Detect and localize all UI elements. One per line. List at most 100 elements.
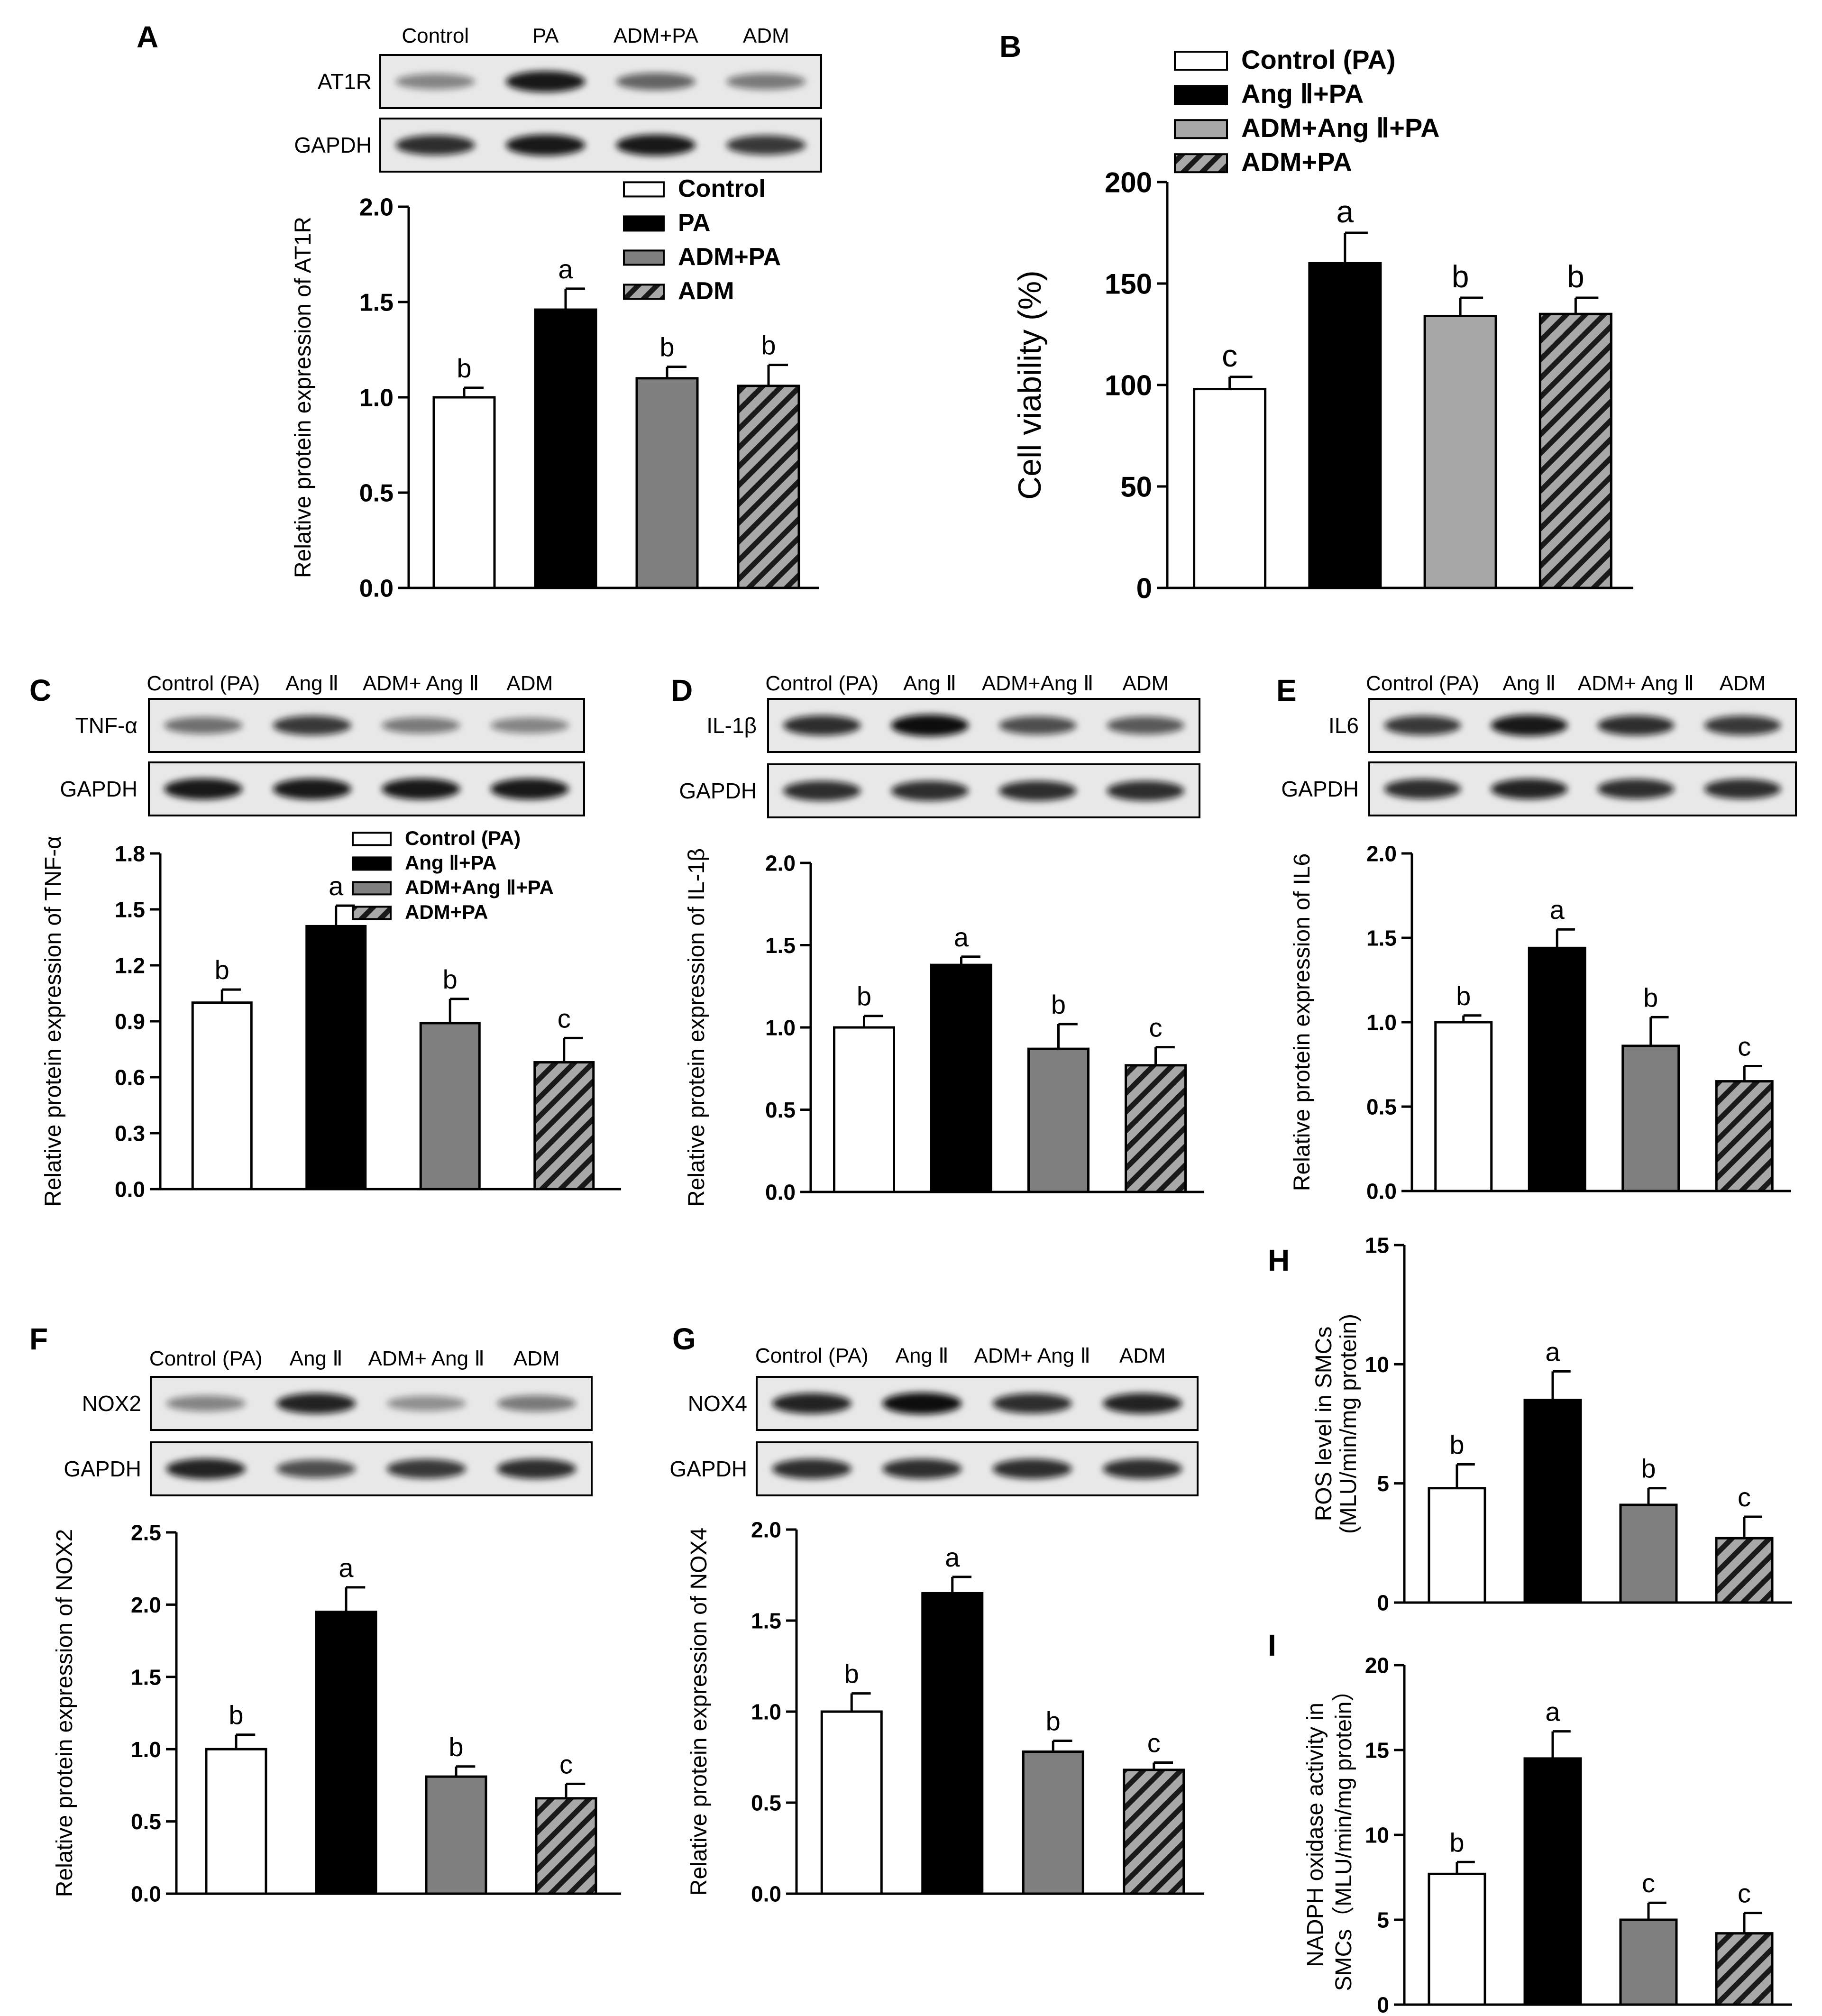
significance-letter: c <box>558 1003 571 1033</box>
blot-band <box>1103 1458 1182 1479</box>
blot-lane-header: PA <box>532 24 559 47</box>
y-axis-label: Relative protein expression of AT1R <box>291 217 316 578</box>
y-tick-label: 0.5 <box>1366 1095 1397 1119</box>
blot-band <box>164 717 243 734</box>
significance-letter: a <box>1337 194 1354 229</box>
significance-letter: c <box>1738 1879 1751 1908</box>
panel-f: F Control (PA) Ang Ⅱ ADM+ Ang Ⅱ ADM NOX2 GAPDH… <box>29 1322 621 1906</box>
significance-letter: a <box>1550 895 1565 925</box>
blot-band <box>882 1393 962 1414</box>
y-tick-label: 1.5 <box>751 1609 781 1633</box>
y-tick-label: 1.5 <box>765 933 796 958</box>
blot-lane-header: ADM+Ang Ⅱ <box>982 672 1094 695</box>
legend-entry: ADM <box>678 277 734 305</box>
y-axis-label: Relative protein expression of NOX4 <box>687 1528 712 1896</box>
bar <box>1428 1487 1486 1604</box>
significance-letter: a <box>339 1553 354 1583</box>
legend: Control (PA) Ang Ⅱ+PA ADM+Ang Ⅱ+PA ADM+PA <box>1174 45 1440 177</box>
blot-band <box>992 1393 1072 1414</box>
y-tick-label: 2.0 <box>131 1593 161 1617</box>
panel-label: D <box>671 673 693 707</box>
panel-b: B 0 50 100 150 200 Cell viability (%) c a b b Contr… <box>999 29 1633 605</box>
legend-entry: ADM+PA <box>678 243 781 271</box>
blot-gapdh-label: GAPDH <box>1281 777 1359 801</box>
blot-lane-header: Control (PA) <box>765 672 879 695</box>
bar <box>1434 1021 1493 1192</box>
blot-lane-header: ADM <box>743 24 789 47</box>
significance-letter: a <box>945 1542 960 1572</box>
significance-letter: b <box>229 1700 243 1730</box>
blot-band <box>992 1458 1072 1479</box>
significance-letter: a <box>954 922 969 952</box>
blot-lane-header: ADM <box>513 1347 560 1370</box>
blot-band <box>1384 779 1461 799</box>
blot-band <box>386 1459 466 1479</box>
y-tick-label: 1.0 <box>131 1737 161 1762</box>
blot-lane-header: Ang Ⅱ <box>1502 672 1556 695</box>
bar <box>833 1026 895 1193</box>
bar <box>533 1061 595 1191</box>
blot-band <box>382 778 460 800</box>
western-blot: Control (PA) Ang Ⅱ ADM+Ang Ⅱ ADM IL-1β GAPDH <box>679 672 1200 818</box>
panel-e: E Control (PA) Ang Ⅱ ADM+ Ang Ⅱ ADM IL6 GAPDH 0… <box>1276 672 1797 1204</box>
blot-gapdh-label: GAPDH <box>679 779 757 803</box>
significance-letter: b <box>1567 259 1584 294</box>
bar <box>419 1022 481 1191</box>
y-axis-label: Cell viability (%) <box>1012 270 1048 500</box>
y-tick-label: 10 <box>1365 1823 1389 1848</box>
blot-lane-header: Ang Ⅱ <box>896 1344 949 1367</box>
bar <box>315 1611 377 1895</box>
y-tick-label: 2.5 <box>131 1521 161 1545</box>
blot-band <box>490 778 569 800</box>
panel-label: A <box>137 20 158 54</box>
blot-band-label: AT1R <box>318 69 372 94</box>
blot-lane-header: Control (PA) <box>1366 672 1479 695</box>
y-tick-label: 0.3 <box>115 1121 145 1146</box>
y-tick-label: 0.5 <box>765 1098 796 1122</box>
y-tick-label: 2.0 <box>359 194 394 221</box>
blot-band <box>166 1458 246 1479</box>
bar <box>1308 262 1382 589</box>
panel-label: B <box>999 29 1021 64</box>
blot-lane-header: ADM+ Ang Ⅱ <box>363 672 479 695</box>
significance-letter: b <box>659 332 674 362</box>
panel-i: I 0 5 10 15 20 NADPH oxidase activity in SMCs（M… <box>1268 1628 1792 2016</box>
western-blot: Control (PA) Ang Ⅱ ADM+ Ang Ⅱ ADM NOX4 GAPDH <box>669 1344 1199 1496</box>
blot-lane-header: ADM+PA <box>613 24 699 47</box>
significance-letter: a <box>558 254 573 284</box>
blot-gapdh-label: GAPDH <box>60 777 137 801</box>
legend-swatch <box>1174 51 1228 71</box>
western-blot: Control (PA) Ang Ⅱ ADM+ Ang Ⅱ ADM NOX2 GAPDH <box>64 1347 593 1496</box>
panel-a: A Control PA ADM+PA ADM AT1R GAPDH 0.0 0.5 1.0 1.5… <box>137 20 822 603</box>
legend-swatch <box>623 215 665 232</box>
y-tick-label: 0.0 <box>751 1882 781 1906</box>
blot-band <box>616 134 696 156</box>
panel-h: H 0 5 10 15 ROS level in SMCs (MLU/min/mg prot… <box>1268 1233 1792 1615</box>
y-tick-label: 1.5 <box>359 289 394 317</box>
y-tick-label: 15 <box>1365 1738 1389 1763</box>
y-tick-label: 0.0 <box>115 1177 145 1202</box>
y-tick-label: 50 <box>1120 471 1152 503</box>
significance-letter: b <box>443 964 458 994</box>
blot-lane-header: ADM <box>1720 672 1766 695</box>
blot-band <box>891 780 969 801</box>
y-tick-label: 0.0 <box>131 1882 161 1906</box>
y-tick-label: 0.9 <box>115 1009 145 1034</box>
legend-entry: ADM+PA <box>1241 147 1352 177</box>
bar <box>305 925 367 1191</box>
blot-gapdh-label: GAPDH <box>64 1457 141 1481</box>
significance-letter: a <box>1545 1337 1560 1366</box>
blot-band <box>1597 779 1675 799</box>
bar <box>820 1710 883 1895</box>
blot-gapdh-label: GAPDH <box>294 133 372 157</box>
significance-letter: c <box>1222 338 1237 373</box>
bar <box>1715 1080 1774 1192</box>
y-tick-label: 0.5 <box>751 1791 781 1815</box>
y-tick-label: 100 <box>1105 370 1152 402</box>
bar <box>534 308 597 589</box>
y-tick-label: 200 <box>1105 167 1152 199</box>
blot-lane-header: ADM <box>1119 1344 1166 1367</box>
bar <box>1715 1932 1774 2006</box>
y-axis-label: NADPH oxidase activity in <box>1303 1703 1328 1967</box>
panel-label: G <box>672 1322 696 1356</box>
